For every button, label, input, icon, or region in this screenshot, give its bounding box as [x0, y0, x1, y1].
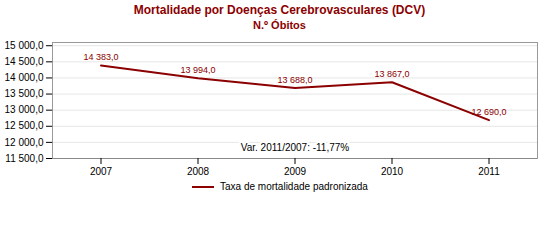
- svg-text:12 690,0: 12 690,0: [471, 107, 506, 117]
- svg-text:13 500,0: 13 500,0: [5, 88, 44, 99]
- svg-text:13 688,0: 13 688,0: [277, 75, 312, 85]
- svg-text:13 867,0: 13 867,0: [374, 69, 409, 79]
- html-text:Mortalidade por Doenças Cerebr: Mortalidade por Doenças Cerebrovasculare…: [133, 3, 426, 17]
- svg-text:14 383,0: 14 383,0: [83, 52, 118, 62]
- svg-text:12 500,0: 12 500,0: [5, 120, 44, 131]
- svg-text:Var. 2011/2007: -11,77%: Var. 2011/2007: -11,77%: [241, 142, 350, 153]
- svg-text:2011: 2011: [478, 166, 500, 177]
- svg-text:12 000,0: 12 000,0: [5, 137, 44, 148]
- svg-text:13 994,0: 13 994,0: [180, 65, 215, 75]
- svg-text:13 000,0: 13 000,0: [5, 104, 44, 115]
- svg-text:2007: 2007: [90, 166, 113, 177]
- html-text:N.º Óbitos: N.º Óbitos: [253, 19, 306, 31]
- html-text:Taxa de mortalidade padronizad: Taxa de mortalidade padronizada: [220, 181, 368, 192]
- svg-text:2008: 2008: [187, 166, 210, 177]
- svg-text:15 000,0: 15 000,0: [5, 40, 44, 51]
- svg-text:14 500,0: 14 500,0: [5, 56, 44, 67]
- svg-text:11 500,0: 11 500,0: [5, 153, 44, 164]
- svg-text:14 000,0: 14 000,0: [5, 72, 44, 83]
- svg-text:2009: 2009: [284, 166, 307, 177]
- svg-text:2010: 2010: [381, 166, 404, 177]
